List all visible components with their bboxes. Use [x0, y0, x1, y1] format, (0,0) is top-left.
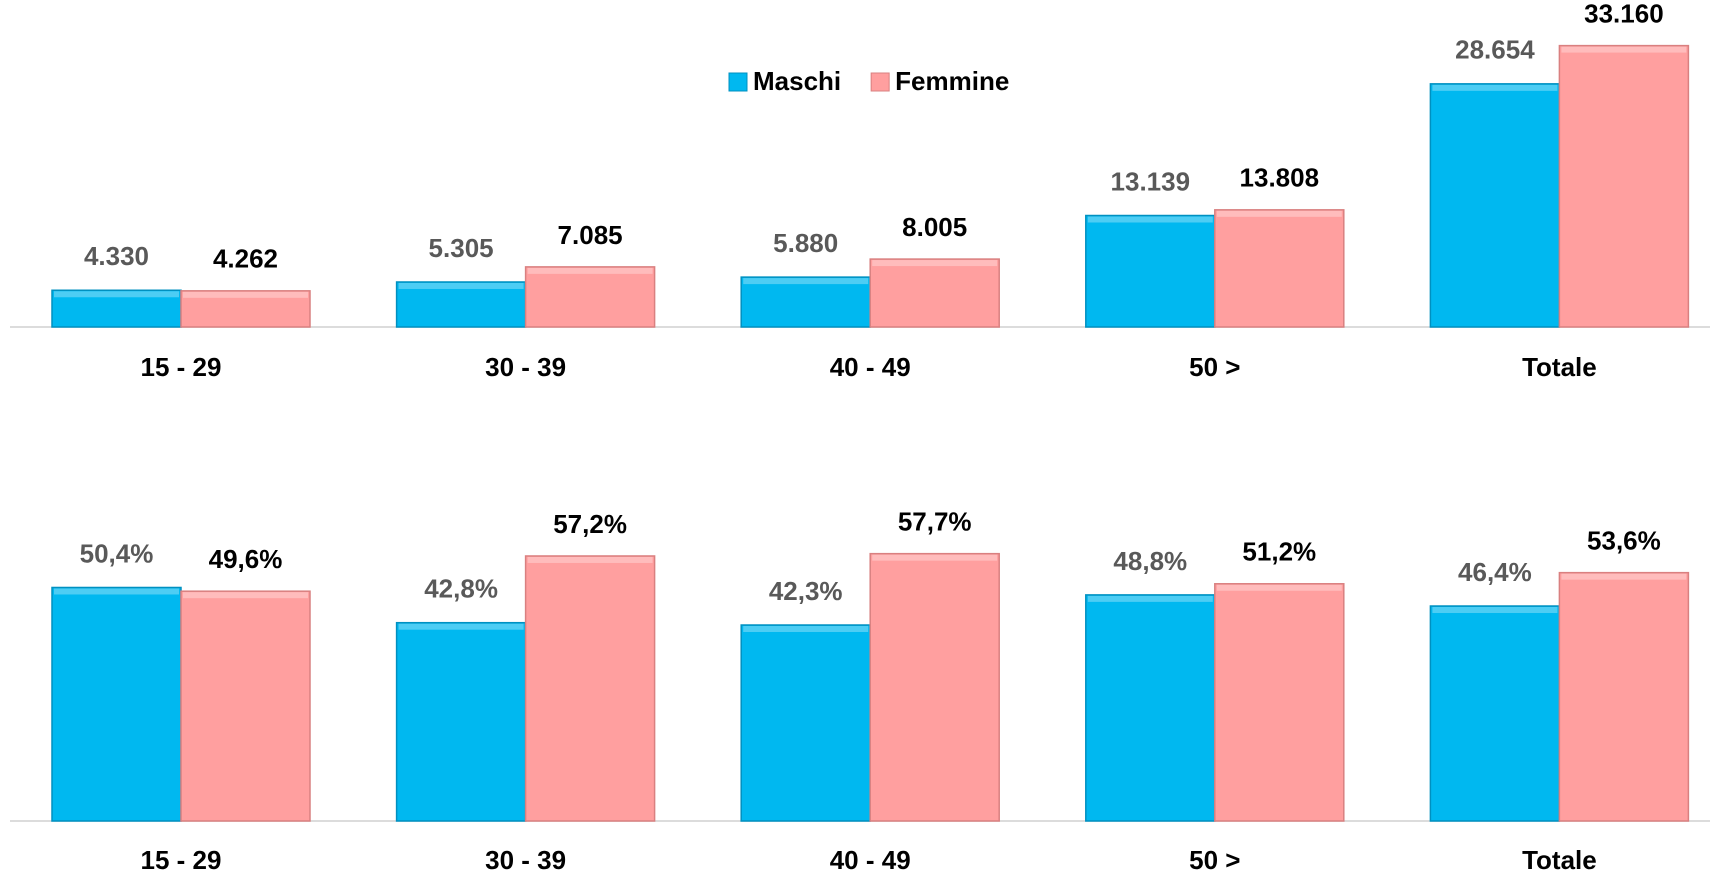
- bar: [180, 590, 311, 822]
- bar: [524, 266, 656, 328]
- x-tick-label: 40 - 49: [830, 845, 911, 875]
- x-tick-label: 50 >: [1189, 845, 1240, 875]
- value-label: 42,3%: [769, 576, 843, 606]
- bar-bevel: [1432, 607, 1558, 614]
- value-label: 48,8%: [1113, 546, 1187, 576]
- value-label: 42,8%: [424, 574, 498, 604]
- value-label: 8.005: [902, 212, 967, 242]
- bar-bevel: [1561, 46, 1687, 53]
- value-label: 4.330: [84, 241, 149, 271]
- legend-label: Maschi: [753, 66, 841, 96]
- bar: [395, 621, 527, 822]
- bar-bevel: [743, 626, 869, 633]
- bar: [1558, 571, 1690, 822]
- bar-bevel: [398, 282, 524, 289]
- x-tick-label: 15 - 29: [141, 352, 222, 382]
- x-tick-label: 30 - 39: [485, 845, 566, 875]
- bar-bevel: [1087, 595, 1213, 602]
- bar-bevel: [527, 267, 653, 274]
- value-label: 53,6%: [1587, 526, 1661, 556]
- value-label: 50,4%: [80, 538, 154, 568]
- bar-bevel: [1432, 84, 1558, 91]
- value-label: 5.305: [429, 233, 494, 263]
- legend-swatch: [870, 72, 890, 92]
- bar: [524, 555, 656, 822]
- bar-bevel: [872, 260, 998, 267]
- bar: [1214, 209, 1345, 328]
- value-label: 4.262: [213, 244, 278, 274]
- bar: [740, 624, 871, 822]
- bar: [1429, 83, 1561, 328]
- bar: [869, 258, 1000, 328]
- value-label: 33.160: [1584, 0, 1664, 28]
- value-label: 5.880: [773, 228, 838, 258]
- legend-swatch: [728, 72, 748, 92]
- bar: [1558, 44, 1690, 328]
- value-label: 57,2%: [553, 509, 627, 539]
- value-label: 13.139: [1111, 166, 1191, 196]
- value-label: 13.808: [1240, 163, 1320, 193]
- bar: [1085, 594, 1216, 822]
- value-label: 51,2%: [1242, 537, 1316, 567]
- bar-bevel: [1216, 210, 1342, 217]
- bar: [180, 290, 311, 328]
- bar: [1214, 583, 1345, 822]
- x-tick-label: 15 - 29: [141, 845, 222, 875]
- bar-bevel: [54, 291, 179, 298]
- bar-bevel: [1216, 584, 1342, 591]
- bar-bevel: [398, 623, 524, 630]
- bar: [395, 281, 527, 328]
- bar-bevel: [1087, 216, 1213, 223]
- x-tick-label: 30 - 39: [485, 352, 566, 382]
- value-label: 46,4%: [1458, 557, 1532, 587]
- value-label: 7.085: [558, 220, 623, 250]
- x-tick-label: Totale: [1522, 352, 1597, 382]
- bar-bevel: [183, 291, 308, 298]
- bar-bevel: [743, 278, 869, 285]
- value-label: 28.654: [1455, 35, 1535, 65]
- x-tick-label: 50 >: [1189, 352, 1240, 382]
- x-tick-label: 40 - 49: [830, 352, 911, 382]
- bar-bevel: [54, 588, 179, 595]
- bar-bevel: [1561, 573, 1687, 580]
- bar: [869, 552, 1000, 822]
- bar: [1085, 214, 1216, 328]
- bar-bevel: [872, 554, 998, 561]
- bar: [1429, 605, 1561, 822]
- value-label: 57,7%: [898, 507, 972, 537]
- bar-bevel: [527, 556, 653, 563]
- x-tick-label: Totale: [1522, 845, 1597, 875]
- legend-label: Femmine: [895, 66, 1009, 96]
- bar-bevel: [183, 592, 308, 599]
- bar: [51, 586, 182, 822]
- bar: [740, 276, 871, 328]
- value-label: 49,6%: [209, 544, 283, 574]
